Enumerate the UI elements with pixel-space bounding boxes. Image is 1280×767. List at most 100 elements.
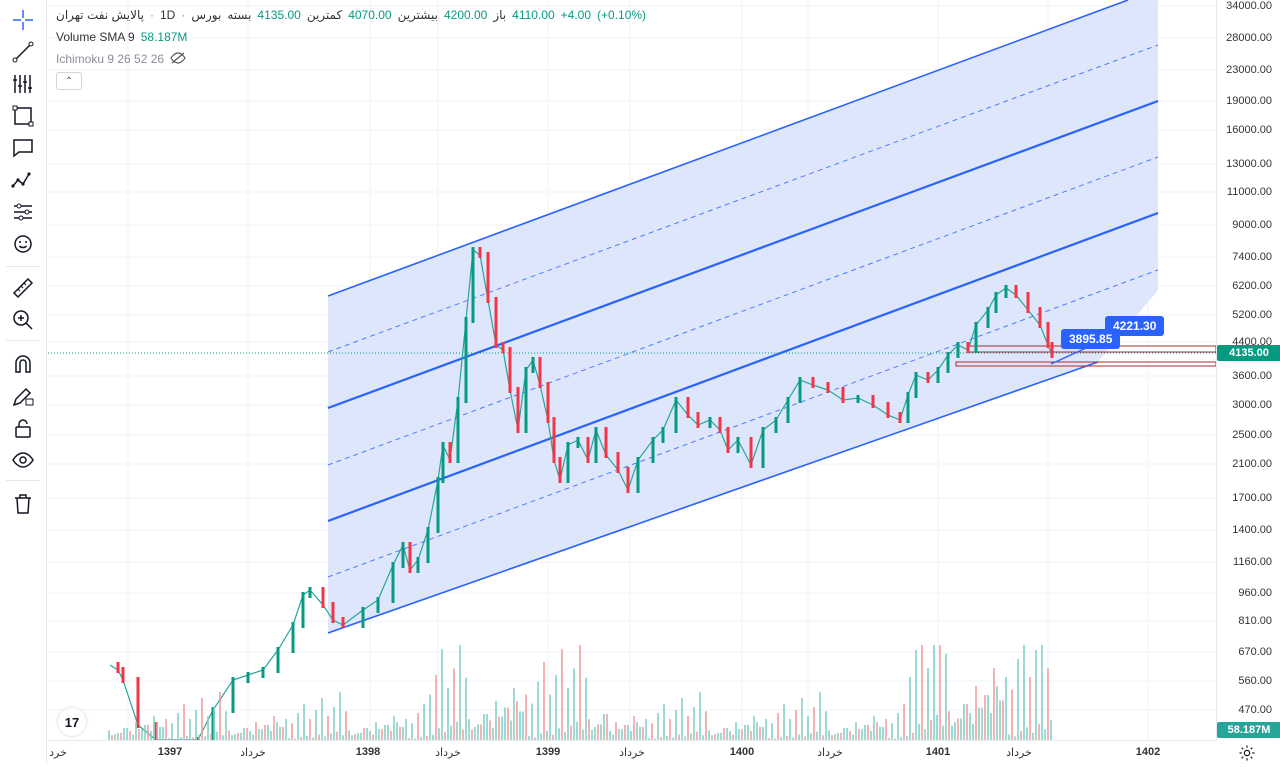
- time-tick-label: خرداد: [1006, 747, 1032, 759]
- ichimoku-row[interactable]: Ichimoku 9 26 52 26: [56, 48, 646, 70]
- emoji-icon[interactable]: [7, 230, 39, 258]
- volume-bar: [513, 688, 515, 740]
- candle: [456, 397, 460, 463]
- volume-bar: [498, 716, 500, 740]
- volume-bar: [567, 688, 569, 740]
- volume-bar: [207, 716, 209, 740]
- volume-bar: [993, 668, 995, 740]
- symbol-name[interactable]: پالایش نفت تهران: [56, 8, 144, 22]
- volume-bar: [156, 722, 158, 740]
- volume-bar: [561, 649, 563, 740]
- trendline-icon[interactable]: [7, 38, 39, 66]
- volume-bar: [816, 731, 818, 740]
- candle: [674, 397, 678, 433]
- volume-bar: [354, 734, 356, 740]
- hidden-eye-icon[interactable]: [170, 51, 186, 67]
- volume-bar: [1032, 732, 1034, 740]
- volume-bar: [699, 692, 701, 740]
- volume-bar: [969, 713, 971, 740]
- volume-bar: [285, 719, 287, 740]
- volume-bar: [261, 729, 263, 740]
- settings-gear-icon[interactable]: [1238, 744, 1256, 762]
- interval-label[interactable]: 1D: [159, 8, 176, 22]
- trash-icon[interactable]: [7, 490, 39, 518]
- volume-bar: [507, 707, 509, 740]
- volume-bar: [756, 722, 758, 740]
- volume-bar: [1047, 668, 1049, 740]
- volume-bar: [276, 722, 278, 740]
- low-label: کمترین: [306, 8, 343, 22]
- close-value: 4135.00: [257, 8, 301, 22]
- volume-bar: [663, 704, 665, 740]
- volume-bar: [492, 728, 494, 740]
- candle: [566, 442, 570, 483]
- time-tick-label: 1399: [535, 746, 561, 758]
- volume-bar: [705, 711, 707, 740]
- volume-bar: [801, 698, 803, 740]
- volume-bar: [438, 728, 440, 740]
- volume-bar: [660, 737, 662, 740]
- volume-bar: [204, 736, 206, 740]
- fib-icon[interactable]: [7, 70, 39, 98]
- pencil-lock-icon[interactable]: [7, 382, 39, 410]
- candle: [321, 587, 325, 608]
- collapse-legend-button[interactable]: ⌃: [56, 72, 82, 90]
- time-tick-label: خرداد: [817, 747, 843, 759]
- candle: [736, 437, 740, 453]
- ohlc-row: پالایش نفت تهران · 1D · بورس بسته 4135.00…: [56, 8, 647, 22]
- volume-bar: [990, 713, 992, 740]
- magnet-icon[interactable]: [7, 350, 39, 378]
- volume-bar: [135, 722, 137, 740]
- eye-icon[interactable]: [7, 446, 39, 474]
- volume-bar: [900, 737, 902, 740]
- price-chart[interactable]: [48, 0, 1216, 740]
- volume-bar: [174, 738, 176, 740]
- volume-bar: [714, 734, 716, 740]
- volume-bar: [642, 726, 644, 740]
- channel-dashed-line: [327, 269, 1159, 578]
- time-axis[interactable]: خرد 1397 خرداد 1398 خرداد 1399 خرداد 1400 خرداد 1…: [48, 740, 1216, 765]
- volume-bar: [330, 733, 332, 740]
- lower-price-callout[interactable]: 3895.85: [1061, 329, 1121, 349]
- volume-bar: [735, 722, 737, 740]
- tradingview-logo[interactable]: 17: [58, 708, 86, 736]
- volume-bar: [933, 645, 935, 740]
- price-tick-label: 11000.00: [1226, 186, 1272, 198]
- volume-label: Volume SMA 9: [56, 30, 135, 44]
- candle: [1026, 292, 1030, 313]
- volume-bar: [858, 729, 860, 740]
- volume-bar: [804, 736, 806, 740]
- volume-bar: [894, 738, 896, 740]
- volume-bar: [477, 724, 479, 740]
- chart-pane[interactable]: [48, 0, 1216, 740]
- volume-bar: [828, 730, 830, 740]
- rectangle-icon[interactable]: [7, 102, 39, 130]
- volume-bar: [279, 726, 281, 740]
- lock-icon[interactable]: [7, 414, 39, 442]
- text-callout-icon[interactable]: [7, 134, 39, 162]
- candle: [886, 402, 890, 418]
- candle: [478, 247, 482, 258]
- pattern-icon[interactable]: [7, 166, 39, 194]
- zoom-icon[interactable]: [7, 306, 39, 334]
- crosshair-icon[interactable]: [7, 6, 39, 34]
- ruler-icon[interactable]: [7, 274, 39, 302]
- candle: [408, 542, 412, 573]
- volume-bar: [693, 707, 695, 740]
- candle: [946, 352, 950, 373]
- candle: [436, 477, 440, 533]
- volume-bar: [795, 710, 797, 740]
- volume-bar: [696, 731, 698, 740]
- volume-bar: [825, 711, 827, 740]
- candle: [116, 662, 120, 673]
- volume-bar: [504, 707, 506, 740]
- open-label: باز: [493, 8, 507, 22]
- volume-bar: [1017, 659, 1019, 740]
- forecast-icon[interactable]: [7, 198, 39, 226]
- candle: [426, 527, 430, 563]
- volume-bar: [249, 731, 251, 740]
- volume-bar: [984, 695, 986, 740]
- candle: [841, 387, 845, 403]
- price-axis[interactable]: 34000.00 28000.00 23000.00 19000.00 16000.00…: [1216, 0, 1280, 740]
- volume-row[interactable]: Volume SMA 9 58.187M: [56, 26, 646, 48]
